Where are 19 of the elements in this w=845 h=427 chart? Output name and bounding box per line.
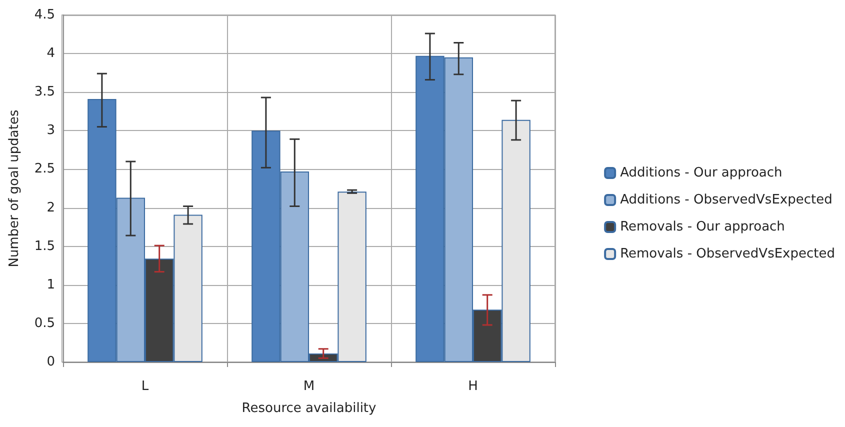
- y-axis-title: Number of goal updates: [7, 110, 22, 268]
- y-tick-label: 4: [46, 46, 55, 62]
- legend-label: Additions - Our approach: [620, 166, 782, 180]
- legend-label: Additions - ObservedVsExpected: [620, 192, 832, 208]
- y-tick-label: 2: [46, 200, 55, 216]
- y-tick-label: 4.5: [34, 8, 55, 22]
- x-tick-label: L: [141, 379, 150, 394]
- legend-label: Removals - Our approach: [620, 220, 785, 234]
- y-tick-label: 3: [46, 123, 55, 138]
- y-tick-label: 1.5: [34, 238, 55, 254]
- y-tick-label: 1: [46, 277, 55, 292]
- x-tick-label: M: [303, 379, 315, 394]
- y-tick-label: 2.5: [34, 162, 55, 177]
- y-tick-label: 3.5: [34, 84, 55, 100]
- x-tick-label: H: [468, 379, 478, 394]
- y-tick-label: 0: [46, 354, 55, 370]
- x-axis-title: Resource availability: [242, 401, 377, 416]
- legend-label: Removals - ObservedVsExpected: [620, 246, 836, 262]
- y-tick-label: 0.5: [34, 316, 55, 331]
